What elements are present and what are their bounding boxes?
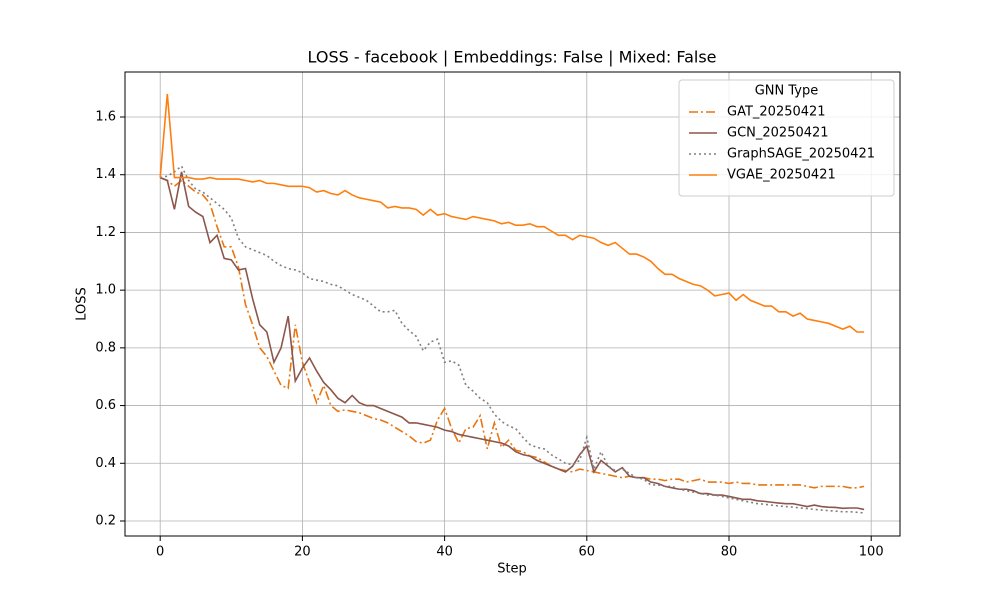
x-tick-label: 100 <box>859 545 884 560</box>
x-tick-label: 80 <box>721 545 738 560</box>
y-tick-label: 1.2 <box>95 225 116 240</box>
series-line <box>159 93 865 333</box>
x-tick-label: 60 <box>579 545 596 560</box>
legend-label: VGAE_20250421 <box>727 168 836 183</box>
y-tick-label: 1.6 <box>95 110 116 125</box>
y-tick-label: 0.6 <box>95 398 116 413</box>
x-tick-label: 40 <box>436 545 453 560</box>
chart-title: LOSS - facebook | Embeddings: False | Mi… <box>308 48 717 67</box>
series-line <box>159 171 865 511</box>
legend-box <box>678 79 895 197</box>
y-tick-label: 0.8 <box>95 340 116 355</box>
x-tick-label: 20 <box>294 545 311 560</box>
legend-title: GNN Type <box>755 84 819 99</box>
y-tick-label: 1.0 <box>95 283 116 298</box>
legend-label: GraphSAGE_20250421 <box>727 147 875 162</box>
legend-label: GCN_20250421 <box>727 126 829 141</box>
x-tick-label: 0 <box>156 545 164 560</box>
y-axis-label: LOSS <box>75 287 90 321</box>
plot-frame <box>124 71 901 537</box>
y-tick-label: 0.4 <box>95 456 116 471</box>
series-line <box>159 176 865 489</box>
x-axis-label: Step <box>497 562 527 577</box>
y-tick-label: 1.4 <box>95 167 116 182</box>
legend-label: GAT_20250421 <box>727 105 826 120</box>
y-tick-label: 0.2 <box>95 513 116 528</box>
series-line <box>160 164 865 514</box>
